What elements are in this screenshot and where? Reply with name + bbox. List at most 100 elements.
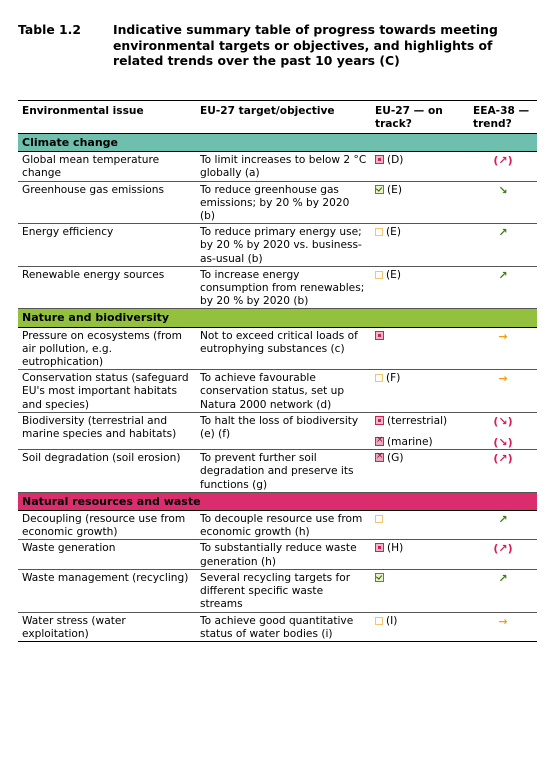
- status-note: (E): [386, 268, 401, 281]
- status-square-icon: [375, 543, 384, 553]
- issue-cell: Decoupling (resource use from economic g…: [18, 510, 196, 541]
- status-line: (I): [375, 615, 465, 628]
- section-header: Climate change: [18, 132, 537, 153]
- trend-arrow-icon: ↗: [498, 226, 508, 240]
- issue-cell: Conservation status (safeguard EU's most…: [18, 369, 196, 413]
- trend-arrow-icon: ↗: [498, 268, 508, 282]
- issue-cell: Renewable energy sources: [18, 266, 196, 310]
- table-row: Biodiversity (terrestrial and marine spe…: [18, 412, 537, 451]
- status-line: (D): [375, 154, 465, 167]
- table-row: Waste generation To substantially reduce …: [18, 539, 537, 570]
- table-row: Waste management (recycling) Several recy…: [18, 569, 537, 613]
- status-line: (terrestrial): [375, 415, 465, 428]
- status-line: (F): [375, 372, 465, 385]
- trend-arrow-icon: (↗): [493, 542, 513, 556]
- status-square-icon: [375, 450, 384, 463]
- issue-cell: Greenhouse gas emissions: [18, 181, 196, 225]
- trend-arrow-icon: (↘): [493, 436, 513, 450]
- target-cell: To reduce greenhouse gas emissions; by 2…: [196, 181, 371, 225]
- status-cell: (H): [371, 539, 469, 570]
- issue-cell: Pressure on ecosystems (from air polluti…: [18, 327, 196, 371]
- status-cell: (G): [371, 449, 469, 493]
- table-row: Soil degradation (soil erosion) To preven…: [18, 449, 537, 493]
- table-title: Indicative summary table of progress tow…: [113, 22, 498, 68]
- trend-cell: ↗: [469, 266, 537, 310]
- trend-arrow-icon: →: [498, 372, 508, 386]
- status-note: (D): [387, 154, 404, 167]
- table-row: Pressure on ecosystems (from air polluti…: [18, 327, 537, 371]
- status-line: (E): [375, 269, 465, 282]
- target-cell: To increase energy consumption from rene…: [196, 266, 371, 310]
- status-line: (E): [375, 226, 465, 239]
- status-line: [375, 513, 465, 526]
- trend-cell: (↘) (↘): [469, 412, 537, 451]
- section-header: Natural resources and waste: [18, 491, 537, 512]
- status-note: (H): [387, 542, 404, 555]
- target-cell: To decouple resource use from economic g…: [196, 510, 371, 541]
- issue-cell: Water stress (water exploitation): [18, 612, 196, 642]
- section-header: Nature and biodiversity: [18, 308, 537, 328]
- trend-cell: (↗): [469, 151, 537, 182]
- trend-arrow-icon: ↘: [498, 183, 508, 197]
- target-cell: To prevent further soil degradation and …: [196, 449, 371, 493]
- table-row: Conservation status (safeguard EU's most…: [18, 369, 537, 413]
- status-note: (G): [387, 452, 404, 465]
- status-cell: [371, 510, 469, 541]
- status-square-icon: [375, 434, 384, 447]
- trend-cell: (↗): [469, 539, 537, 570]
- section-title: Natural resources and waste: [18, 491, 537, 512]
- check-box-icon: [375, 184, 384, 194]
- header-on-track: EU-27 — on track?: [375, 105, 443, 131]
- header-issue: Environmental issue: [22, 105, 144, 117]
- status-cell: (E): [371, 266, 469, 310]
- status-line: (H): [375, 542, 465, 555]
- trend-arrow-icon: ↗: [498, 571, 508, 585]
- target-cell: Several recycling targets for different …: [196, 569, 371, 613]
- status-cell: (F): [371, 369, 469, 413]
- status-note: (E): [386, 226, 401, 239]
- section-title: Nature and biodiversity: [18, 308, 537, 328]
- trend-cell: →: [469, 327, 537, 371]
- status-line: [375, 572, 465, 585]
- table-row: Decoupling (resource use from economic g…: [18, 510, 537, 541]
- table-caption: Table 1.2 Indicative summary table of pr…: [18, 22, 538, 69]
- status-cell: (D): [371, 151, 469, 182]
- header-trend: EEA-38 — trend?: [473, 105, 530, 131]
- target-cell: To halt the loss of biodiversity (e) (f): [196, 412, 371, 451]
- issue-cell: Energy efficiency: [18, 223, 196, 267]
- status-square-icon: [375, 270, 383, 279]
- check-box-icon: [375, 572, 384, 582]
- status-line: (marine): [375, 434, 465, 449]
- status-square-icon: [375, 330, 384, 340]
- target-cell: To reduce primary energy use; by 20 % by…: [196, 223, 371, 267]
- status-square-icon: [375, 228, 383, 237]
- status-square-icon: [375, 616, 383, 625]
- trend-arrow-icon: →: [498, 329, 508, 343]
- status-note: (F): [386, 372, 401, 385]
- issue-cell: Global mean temperature change: [18, 151, 196, 182]
- trend-cell: →: [469, 369, 537, 413]
- header-target: EU-27 target/objective: [200, 105, 335, 117]
- table-row: Global mean temperature change To limit i…: [18, 151, 537, 182]
- status-note: (I): [386, 614, 398, 627]
- trend-cell: ↘: [469, 181, 537, 225]
- target-cell: To achieve favourable conservation statu…: [196, 369, 371, 413]
- status-square-icon: [375, 155, 384, 165]
- table-row: Energy efficiency To reduce primary energ…: [18, 223, 537, 267]
- status-line: [375, 330, 465, 343]
- trend-cell: ↗: [469, 223, 537, 267]
- trend-arrow-icon: (↘): [493, 414, 513, 428]
- status-cell: (E): [371, 223, 469, 267]
- section-title: Climate change: [18, 132, 537, 153]
- trend-arrow-icon: (↗): [493, 154, 513, 168]
- trend-cell: ↗: [469, 569, 537, 613]
- table-row: Greenhouse gas emissions To reduce greenh…: [18, 181, 537, 225]
- status-square-icon: [375, 374, 383, 383]
- issue-cell: Biodiversity (terrestrial and marine spe…: [18, 412, 196, 451]
- status-line: (G): [375, 450, 465, 465]
- status-cell: (terrestrial) (marine): [371, 412, 469, 451]
- issue-cell: Soil degradation (soil erosion): [18, 449, 196, 493]
- issue-cell: Waste generation: [18, 539, 196, 570]
- status-note: (E): [387, 183, 402, 196]
- status-note: (terrestrial): [387, 414, 448, 427]
